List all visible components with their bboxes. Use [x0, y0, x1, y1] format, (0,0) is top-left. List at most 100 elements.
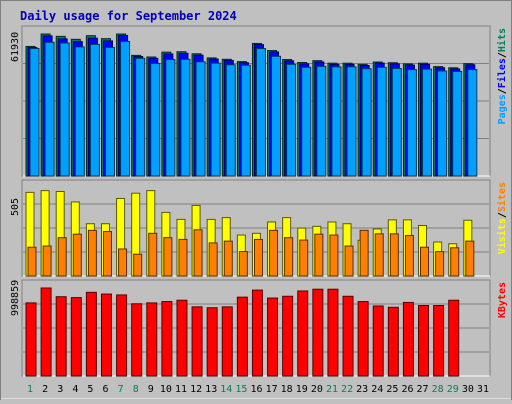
bar-sites-day-1 [27, 246, 37, 277]
x-tick-label-day-18: 18 [281, 384, 293, 395]
bar-sites-day-28 [435, 251, 445, 277]
bar-pages-day-29 [452, 70, 463, 177]
bar-pages-day-6 [104, 46, 115, 177]
bar-kbytes-day-9 [146, 302, 158, 377]
legend-entry-pages: Pages [497, 94, 508, 124]
x-tick-label-day-1: 1 [27, 384, 33, 395]
bar-kbytes-day-20 [312, 288, 324, 377]
legend-entry-sites: Sites [496, 182, 508, 212]
bar-kbytes-day-16 [251, 289, 263, 377]
bar-sites-day-8 [133, 253, 143, 277]
bar-kbytes-day-4 [70, 297, 82, 377]
x-tick-label-day-21: 21 [326, 384, 338, 395]
bar-kbytes-day-29 [448, 299, 460, 377]
bar-pages-day-19 [301, 66, 312, 177]
bar-sites-day-27 [420, 246, 430, 277]
bar-sites-day-13 [208, 242, 218, 277]
x-tick-label-day-8: 8 [133, 384, 139, 395]
bar-pages-day-27 [422, 68, 433, 177]
bar-sites-day-26 [404, 235, 414, 277]
bar-pages-day-4 [74, 46, 85, 177]
bar-sites-day-24 [374, 233, 384, 277]
bar-kbytes-day-17 [267, 297, 279, 377]
x-tick-label-day-9: 9 [148, 384, 154, 395]
x-tick-label-day-7: 7 [118, 384, 124, 395]
bar-kbytes-day-3 [55, 296, 67, 377]
legend-separator: / [497, 88, 508, 94]
bar-sites-day-25 [389, 233, 399, 277]
bar-sites-day-3 [57, 237, 67, 277]
bar-pages-day-7 [120, 40, 131, 177]
bar-pages-day-2 [44, 41, 55, 177]
bar-pages-day-26 [406, 69, 417, 177]
legend-separator: / [497, 52, 508, 58]
x-tick-label-day-24: 24 [371, 384, 383, 395]
x-tick-label-day-17: 17 [266, 384, 278, 395]
x-tick-label-day-2: 2 [42, 384, 48, 395]
bar-sites-day-18 [284, 237, 294, 277]
bar-sites-day-5 [87, 229, 97, 277]
bar-sites-day-14 [223, 240, 233, 277]
bar-pages-day-14 [225, 64, 236, 177]
bar-pages-day-20 [316, 65, 327, 177]
x-tick-label-day-13: 13 [205, 384, 217, 395]
bar-pages-day-30 [467, 69, 478, 177]
x-tick-label-day-16: 16 [250, 384, 262, 395]
bar-kbytes-day-5 [85, 291, 97, 377]
bar-pages-day-25 [391, 67, 402, 177]
legend-entry-visits: Visits [496, 218, 508, 254]
panel-pages-files-hits-legend: Pages/Files/Hits [496, 28, 508, 124]
x-tick-label-day-20: 20 [311, 384, 323, 395]
bar-sites-day-9 [148, 232, 158, 277]
x-tick-label-day-29: 29 [447, 384, 459, 395]
bar-sites-day-6 [102, 231, 112, 277]
bar-kbytes-day-26 [402, 301, 414, 377]
bar-sites-day-30 [465, 240, 475, 277]
bar-kbytes-day-7 [116, 294, 128, 377]
x-tick-label-day-30: 30 [462, 384, 474, 395]
bar-kbytes-day-21 [327, 288, 339, 377]
bar-kbytes-day-15 [236, 296, 248, 377]
x-tick-label-day-23: 23 [356, 384, 368, 395]
bar-sites-day-7 [118, 248, 128, 277]
x-tick-label-day-26: 26 [401, 384, 413, 395]
bar-sites-day-12 [193, 229, 203, 277]
x-tick-label-day-27: 27 [417, 384, 429, 395]
bar-pages-day-21 [331, 66, 342, 177]
bar-pages-day-17 [271, 55, 282, 177]
bar-pages-day-10 [165, 59, 176, 177]
bar-sites-day-10 [163, 237, 173, 277]
x-tick-label-day-28: 28 [432, 384, 444, 395]
bar-pages-day-28 [437, 70, 448, 177]
bar-kbytes-day-1 [25, 302, 37, 377]
x-tick-label-day-10: 10 [160, 384, 172, 395]
x-tick-label-day-3: 3 [57, 384, 63, 395]
bar-sites-day-20 [314, 233, 324, 277]
bar-kbytes-day-19 [297, 290, 309, 377]
bar-pages-day-3 [59, 42, 70, 177]
x-tick-label-day-15: 15 [235, 384, 247, 395]
bar-sites-day-4 [72, 233, 82, 277]
bar-pages-day-22 [346, 66, 357, 177]
bar-sites-day-19 [299, 239, 309, 277]
panel-visits-sites-max-label: 505 [10, 198, 21, 216]
bar-pages-day-8 [135, 57, 146, 177]
bar-kbytes-day-12 [191, 306, 203, 377]
bar-kbytes-day-28 [433, 305, 445, 377]
bar-kbytes-day-25 [387, 306, 399, 377]
bar-kbytes-day-11 [176, 299, 188, 377]
x-tick-label-day-25: 25 [386, 384, 398, 395]
bar-sites-day-15 [238, 251, 248, 277]
legend-entry-hits: Hits [496, 28, 508, 52]
bar-sites-day-16 [253, 238, 263, 277]
bar-sites-day-2 [42, 245, 52, 277]
bar-sites-day-22 [344, 245, 354, 277]
bar-kbytes-day-6 [100, 293, 112, 377]
bar-pages-day-11 [180, 58, 191, 177]
bar-pages-day-12 [195, 61, 206, 177]
x-tick-label-day-14: 14 [220, 384, 232, 395]
panel-kbytes-max-label: 998859 [10, 280, 21, 316]
bar-kbytes-day-22 [342, 295, 354, 377]
